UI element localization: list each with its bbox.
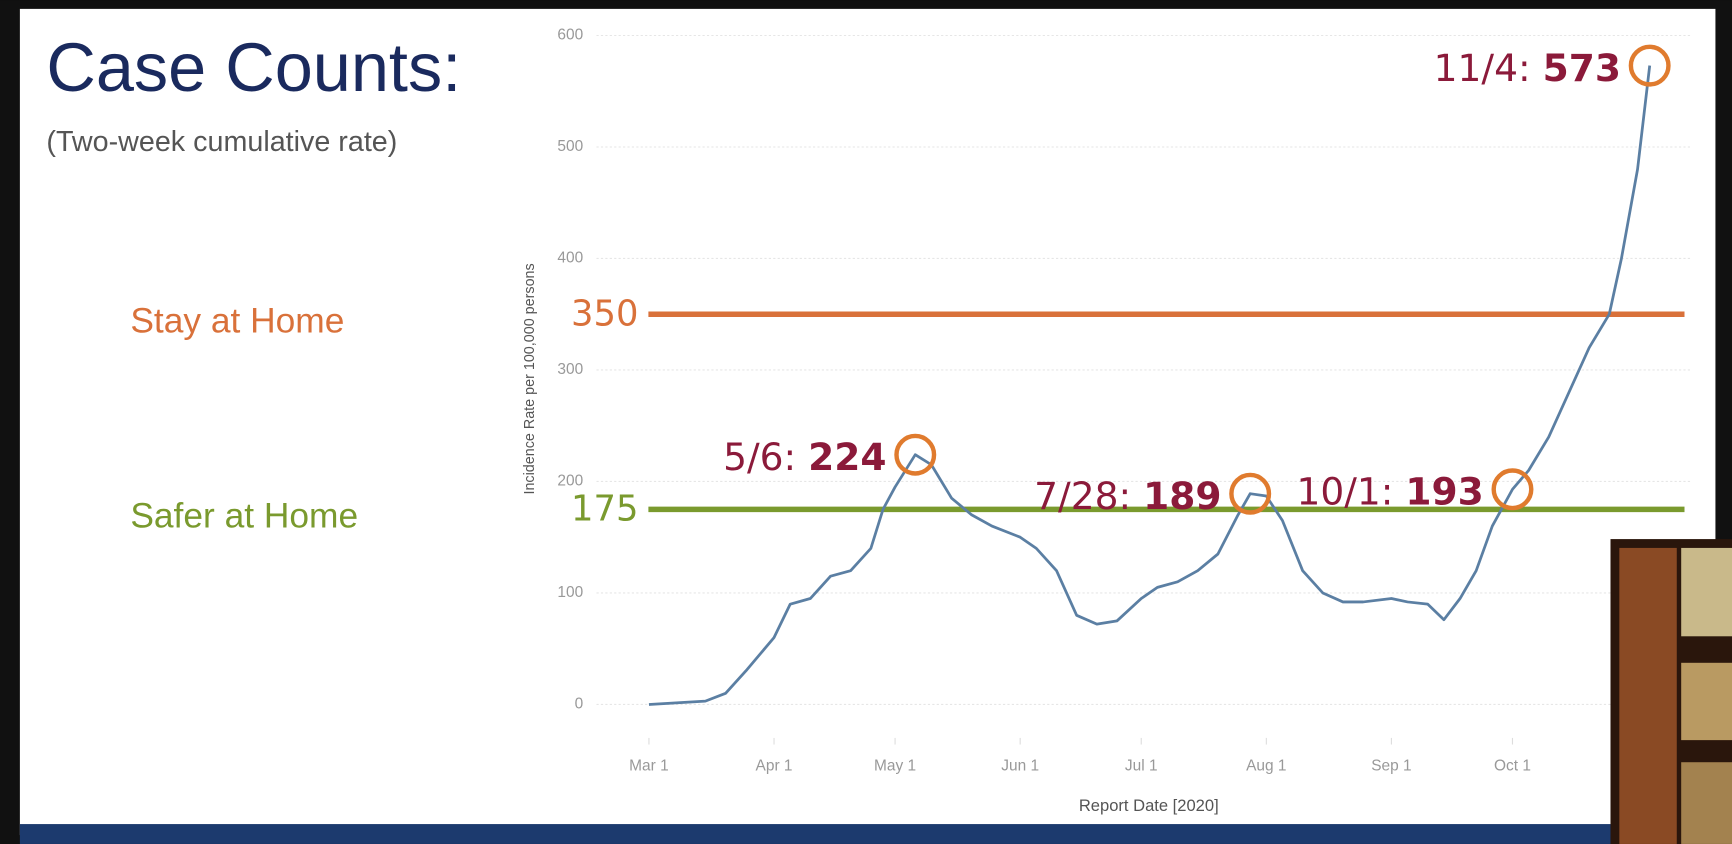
chart-subtitle: (Two-week cumulative rate) xyxy=(46,126,397,158)
annotation-label: 11/4: xyxy=(1434,46,1531,90)
books xyxy=(1681,547,1732,637)
reference-label: Stay at Home xyxy=(130,301,344,340)
x-tick-label: Mar 1 xyxy=(629,758,669,775)
y-tick-label: 200 xyxy=(557,473,583,490)
x-tick-label: Apr 1 xyxy=(756,758,793,775)
webcam-inset xyxy=(1610,539,1732,844)
annotation: 11/4: 573 xyxy=(1434,46,1621,90)
annotation-value: 224 xyxy=(808,435,886,479)
reference-label: Safer at Home xyxy=(130,497,358,536)
chart-title: Case Counts: xyxy=(46,29,461,106)
x-tick-label: Oct 1 xyxy=(1494,758,1531,775)
footer-bar xyxy=(19,824,1611,844)
shelf-wood xyxy=(1619,547,1677,844)
annotation: 7/28: 189 xyxy=(1034,474,1221,518)
annotation: 10/1: 193 xyxy=(1296,469,1483,513)
x-tick-label: Aug 1 xyxy=(1246,758,1286,775)
annotation-circle xyxy=(1628,44,1671,87)
plot: 0 100 200 300 400 500 600 Mar 1 Apr 1 May 1 Jun 1 J… xyxy=(130,27,1691,775)
annotation-label: 10/1: xyxy=(1296,469,1393,513)
annotation-value: 189 xyxy=(1143,474,1221,518)
x-tick-label: Sep 1 xyxy=(1371,758,1411,775)
annotation-value: 573 xyxy=(1543,46,1621,90)
annotation-label: 5/6: xyxy=(723,435,796,479)
y-tick-label: 300 xyxy=(557,361,583,378)
annotation-value: 193 xyxy=(1405,469,1483,513)
reference-value: 175 xyxy=(571,488,638,529)
x-tick-label: Jun 1 xyxy=(1001,758,1039,775)
x-tick-label: Jul 1 xyxy=(1125,758,1158,775)
annotation: 5/6: 224 xyxy=(723,435,886,479)
annotation-circle xyxy=(894,433,937,476)
reference-value: 350 xyxy=(571,293,638,334)
books xyxy=(1681,762,1732,844)
y-tick-label: 600 xyxy=(557,27,583,44)
y-tick-label: 500 xyxy=(557,138,583,155)
annotation-circle xyxy=(1491,468,1534,511)
x-tick-label: May 1 xyxy=(874,758,916,775)
y-axis-label: Incidence Rate per 100,000 persons xyxy=(522,263,538,494)
annotation-label: 7/28: xyxy=(1034,474,1131,518)
y-tick-label: 400 xyxy=(557,250,583,267)
x-axis-label: Report Date [2020] xyxy=(1079,796,1219,815)
annotation-circle xyxy=(1229,472,1272,515)
y-tick-label: 0 xyxy=(575,696,584,713)
y-tick-label: 100 xyxy=(557,584,583,601)
books xyxy=(1681,662,1732,741)
